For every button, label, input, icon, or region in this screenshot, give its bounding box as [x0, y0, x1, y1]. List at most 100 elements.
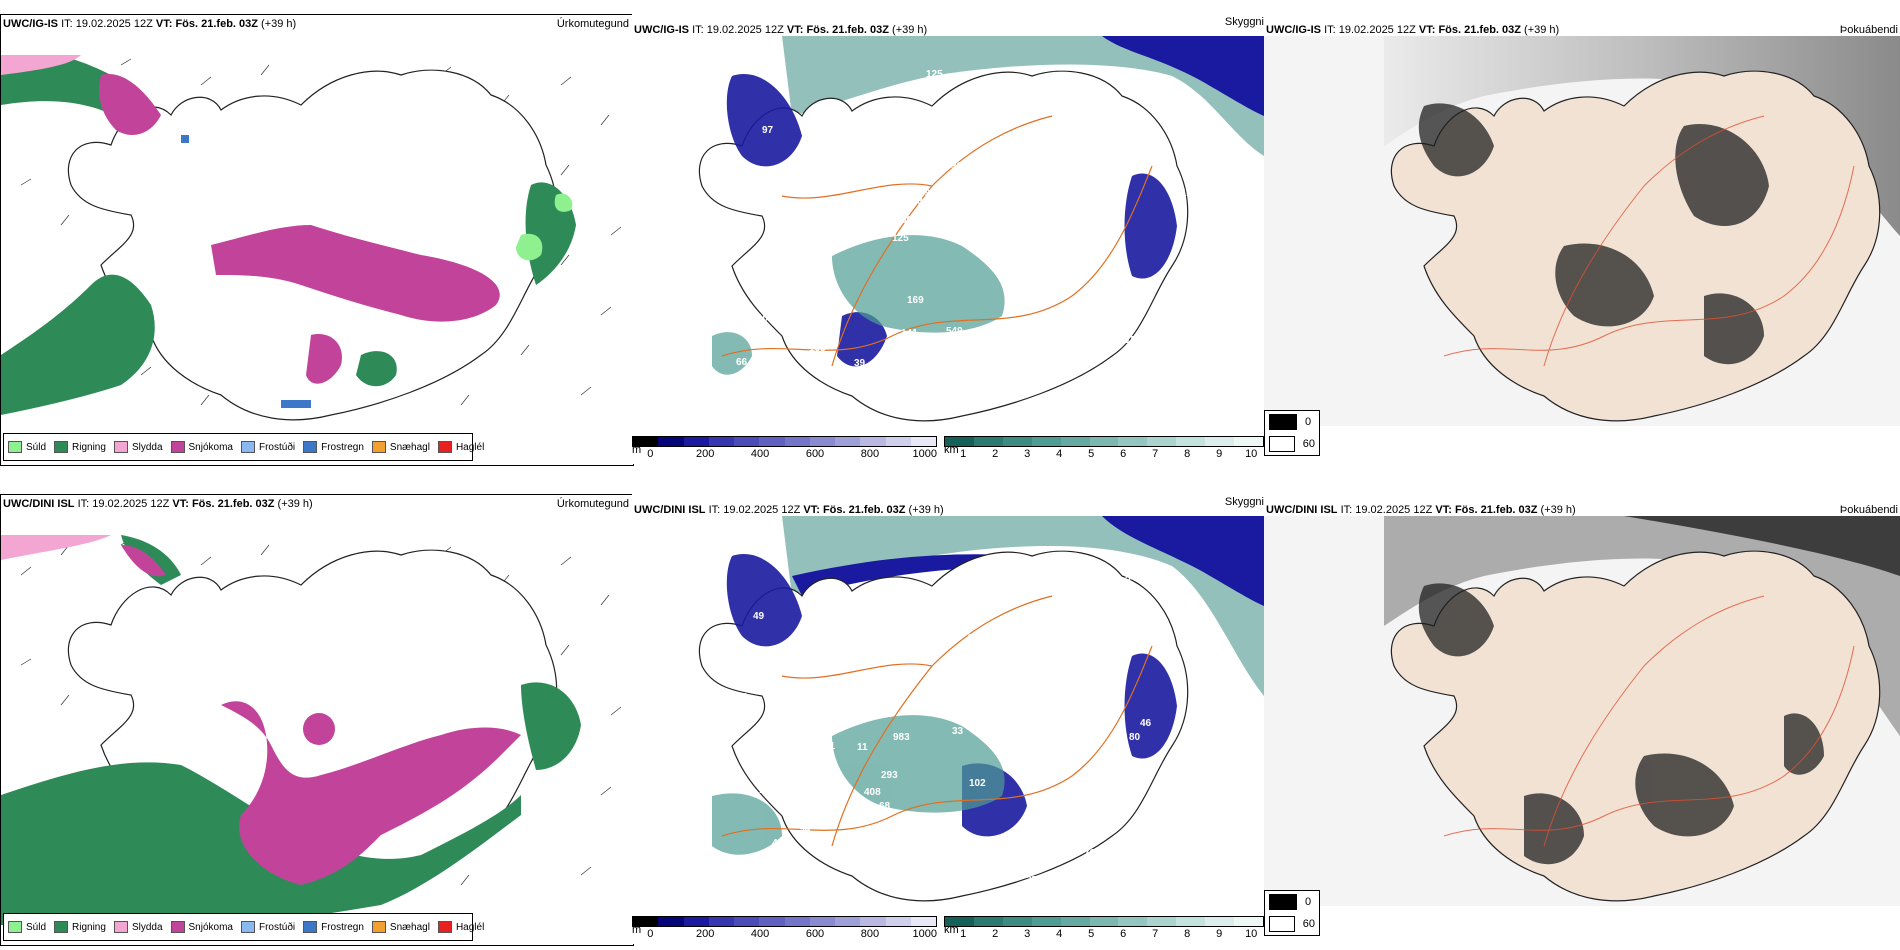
- it-value: 19.02.2025 12Z: [1338, 24, 1416, 36]
- legend-label: Rigning: [72, 441, 106, 453]
- colorbar-tick-label: 7: [1152, 448, 1159, 460]
- ceiling-value-label: 35: [1162, 170, 1174, 181]
- ceiling-value-label: 142: [1181, 188, 1198, 199]
- colorbar-tick-label: 6: [1120, 448, 1127, 460]
- colorbar-tick-label: 200: [696, 928, 715, 940]
- it-label: IT:: [1324, 24, 1336, 36]
- ceiling-value-label: 71: [1008, 144, 1020, 155]
- ceiling-value-label: 71: [1084, 848, 1096, 859]
- ceiling-value-label: 86: [901, 215, 913, 226]
- colorbar-tick-label: 9: [1216, 448, 1223, 460]
- legend-item: Snjókoma: [170, 441, 233, 453]
- ceiling-value-label: 68: [879, 801, 891, 812]
- ceiling-value-label: 141: [1000, 723, 1017, 734]
- ceiling-value-label: 48: [968, 197, 980, 208]
- ceiling-unit: m: [632, 444, 642, 456]
- colorbar-tick-label: 600: [805, 448, 825, 460]
- visibility-colorbar: 1 2 3 4 5 6 7 8 9 10: [944, 916, 1264, 941]
- ceiling-value-label: 31: [775, 382, 787, 393]
- ceiling-value-label: 80: [1127, 601, 1139, 612]
- legend-label: Snjókoma: [188, 921, 233, 933]
- lead-time: (+39 h): [892, 24, 928, 36]
- legend-label: Frostregn: [321, 921, 364, 933]
- colorbar-tick-label: 0: [647, 448, 654, 460]
- colorbar-tick-label: 7: [1152, 928, 1159, 940]
- colorbar-tick-label: 1000: [912, 928, 938, 940]
- snow-areas: [99, 74, 500, 384]
- snow-areas: [121, 545, 521, 885]
- colorbar-tick-label: 600: [805, 928, 825, 940]
- colorbar-cell: [1031, 917, 1061, 926]
- colorbar-tick-label: 10: [1245, 448, 1258, 460]
- freezing-rain-areas: [181, 135, 311, 408]
- ceiling-value-label: 99: [1063, 97, 1075, 108]
- ceiling-value-label: 102: [969, 778, 986, 789]
- ceiling-value-label: 46: [1140, 718, 1152, 729]
- legend-label: Slydda: [131, 441, 163, 453]
- colorbar-cell: [835, 437, 861, 446]
- ceiling-value-label: 216: [828, 213, 845, 224]
- colorbar-tick-label: 5: [1088, 448, 1095, 460]
- colorbar-tick-label: 1: [960, 928, 967, 940]
- colorbar-cell: [1176, 437, 1206, 446]
- ceiling-value-label: 89: [919, 188, 931, 199]
- panel-header: UWC/IG-IS IT: 19.02.2025 12Z VT: Fös. 21…: [1266, 24, 1559, 36]
- precip-map: [1, 35, 633, 445]
- visibility-colorbar-ticks: 1 2 3 4 5 6 7 8 9 10: [944, 447, 1264, 461]
- ceiling-colorbar-ticks: 0 200 400 600 800 1000: [632, 447, 937, 461]
- ceiling-value-label: 98: [904, 128, 916, 139]
- lead-time: (+39 h): [1524, 24, 1560, 36]
- ceiling-value-label: 65: [1139, 114, 1151, 125]
- fog-legend-row: 60: [1265, 913, 1319, 935]
- drizzle-areas: [516, 193, 573, 261]
- colorbar-tick-label: 2: [992, 448, 999, 460]
- ceiling-value-label: 132: [777, 394, 794, 405]
- vt-label: VT:: [1418, 24, 1436, 36]
- visibility-colorbar: 1 2 3 4 5 6 7 8 9 10: [944, 436, 1264, 461]
- colorbar-cell: [1205, 437, 1235, 446]
- ceiling-unit: m: [632, 924, 642, 936]
- ceiling-value-label: 117: [1024, 282, 1041, 293]
- it-label: IT:: [61, 18, 73, 30]
- colorbar-cell: [1002, 437, 1032, 446]
- ceiling-value-label: 83: [885, 87, 897, 98]
- ceiling-value-label: 143: [777, 377, 794, 388]
- ceiling-value-label: 42: [772, 838, 784, 849]
- panel-title: Þokuábendi: [1839, 504, 1898, 516]
- colorbar-cell: [658, 917, 684, 926]
- ceiling-value-label: 33: [952, 726, 964, 737]
- ceiling-value-label: 31: [824, 741, 836, 752]
- fog-map: [1264, 516, 1900, 906]
- colorbar-cell: [633, 437, 659, 446]
- fog-legend-swatch: [1269, 894, 1297, 910]
- iceland-coastline: [1390, 550, 1881, 902]
- colorbar-tick-label: 1: [960, 448, 967, 460]
- legend-label: Snjókoma: [188, 441, 233, 453]
- fog-legend-label: 0: [1305, 416, 1312, 428]
- legend-label: Frostúði: [258, 441, 296, 453]
- legend-item: Súld: [8, 921, 46, 933]
- colorbar-tick-label: 8: [1184, 448, 1191, 460]
- ceiling-value-label: 76: [1108, 750, 1120, 761]
- fog-legend-swatch: [1269, 414, 1297, 430]
- colorbar-cell: [860, 437, 886, 446]
- ceiling-value-label: 250: [1170, 102, 1187, 113]
- colorbar-cell: [658, 437, 684, 446]
- ceiling-value-label: 39: [848, 169, 860, 180]
- colorbar-cell: [1089, 917, 1119, 926]
- fog-legend-row: 0: [1265, 891, 1319, 913]
- model-name: UWC/DINI ISL: [3, 498, 75, 510]
- lead-time: (+39 h): [261, 18, 297, 30]
- legend-item: Haglél: [437, 921, 484, 933]
- colorbar-tick-label: 6: [1120, 928, 1127, 940]
- ceiling-value-label: 128: [805, 326, 822, 337]
- colorbar-cell: [1118, 437, 1148, 446]
- ceiling-value-label: 38: [822, 367, 834, 378]
- vt-label: VT:: [803, 504, 820, 516]
- fog-map: [1264, 36, 1900, 426]
- vt-label: VT:: [1435, 504, 1452, 516]
- ceiling-value-label: 293: [881, 770, 898, 781]
- sleet-areas: [1, 55, 81, 75]
- legend-label: Frostregn: [321, 441, 364, 453]
- ceiling-value-label: 163: [809, 343, 826, 354]
